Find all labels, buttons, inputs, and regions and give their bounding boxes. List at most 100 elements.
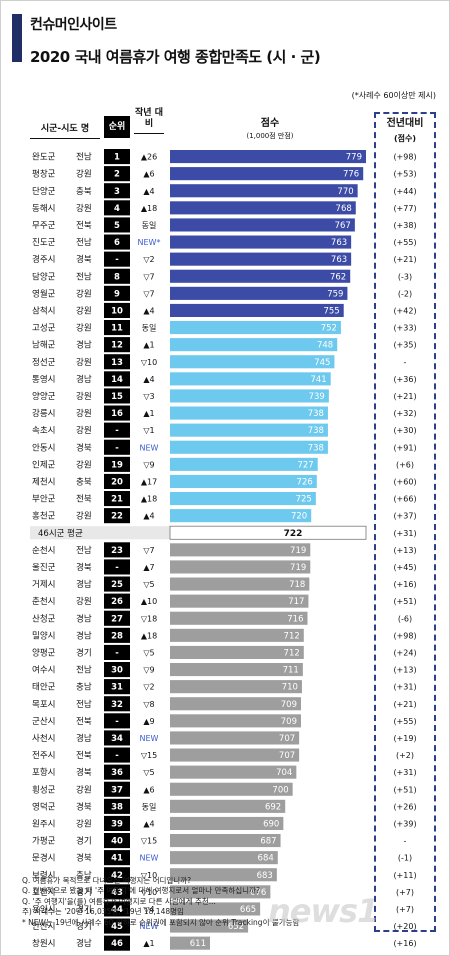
province-label: 경남	[76, 733, 92, 744]
province-label: 강원	[76, 357, 92, 368]
diff-label: (-2)	[398, 289, 412, 298]
rank-box	[104, 234, 130, 250]
diff-label: (+36)	[393, 375, 416, 384]
score-bar	[170, 389, 329, 403]
city-label: 순천시	[32, 545, 55, 556]
diff-label: (+21)	[393, 700, 416, 709]
province-label: 경남	[76, 630, 92, 641]
score-bar	[170, 372, 331, 386]
diff-label: (+24)	[393, 648, 416, 657]
rank-box	[104, 901, 130, 917]
rank-label: 42	[111, 871, 123, 881]
score-label: 762	[330, 272, 346, 282]
city-label: 진도군	[32, 237, 56, 248]
score-label: 704	[276, 768, 292, 778]
city-label: 경주시	[32, 254, 55, 265]
diff-label: (+37)	[393, 512, 416, 521]
diff-label: (+16)	[393, 939, 416, 948]
prev-change-label: ▽10	[141, 871, 157, 880]
city-label: 고성군	[32, 324, 56, 334]
score-bar	[170, 406, 328, 420]
rank-box	[104, 850, 130, 866]
score-label: 652	[228, 922, 244, 932]
rank-label: 2	[114, 170, 120, 180]
rank-box	[104, 473, 130, 489]
province-label: 전북	[76, 494, 92, 505]
header-diff: 전년대비	[386, 118, 424, 129]
score-label: 692	[265, 802, 281, 812]
rank-box	[104, 491, 130, 507]
score-bar	[170, 167, 364, 181]
score-label: 712	[284, 648, 300, 658]
rank-label: 23	[111, 546, 123, 556]
province-label: 강원	[76, 323, 92, 334]
province-label: 경북	[76, 801, 92, 812]
prev-change-label: ▽7	[143, 272, 154, 281]
score-label: 720	[291, 512, 307, 522]
rank-box	[104, 456, 130, 472]
city-label: 삼척시	[32, 305, 55, 316]
province-label: 충북	[76, 477, 92, 487]
rank-label: 28	[111, 631, 123, 641]
score-bar	[170, 252, 352, 266]
rank-label: 8	[114, 272, 120, 282]
diff-label: (+38)	[393, 221, 416, 230]
province-label: 경북	[76, 853, 92, 864]
average-row-bg	[30, 526, 190, 540]
score-label: 718	[289, 580, 305, 590]
province-label: 강원	[76, 425, 92, 436]
score-bar	[170, 799, 286, 813]
score-bar	[170, 697, 301, 711]
city-label: 제천시	[32, 476, 55, 487]
score-label: 727	[297, 460, 313, 470]
score-label: 768	[336, 204, 352, 214]
province-label: 충남	[76, 871, 92, 881]
score-bar	[170, 611, 308, 625]
province-label: 강원	[76, 203, 92, 214]
diff-label: (+35)	[393, 341, 416, 350]
city-label: 목포시	[32, 700, 55, 710]
score-bar	[170, 423, 328, 437]
city-label: 양평군	[32, 647, 56, 658]
rank-label: 11	[111, 324, 123, 334]
city-label: 안산시	[32, 921, 55, 932]
rank-label: -	[115, 255, 119, 265]
city-label: 원주시	[32, 819, 55, 829]
rank-box	[104, 439, 130, 455]
header-prev-change: 작년 대비	[134, 108, 164, 134]
prev-change-label: ▽15	[141, 751, 157, 760]
rank-box	[104, 935, 130, 951]
rank-label: 34	[111, 734, 123, 744]
prev-change-label: ▲6	[143, 170, 154, 179]
city-label: 군산시	[32, 716, 55, 727]
city-label: 정선군	[32, 357, 56, 368]
prev-change-label: ▽2	[143, 255, 154, 264]
footnotes: Q. 여름휴가 목적으로 다녀오신 여행지는 어디입니까? Q. 전반적으로 봤…	[22, 876, 442, 928]
city-label: 용인시	[32, 904, 55, 915]
province-label: 전북	[76, 220, 92, 231]
diff-label: (+55)	[393, 717, 416, 726]
rank-label: 1	[114, 153, 120, 163]
score-bar	[170, 714, 301, 728]
diff-label: (+20)	[393, 922, 416, 931]
province-label: 전남	[76, 699, 92, 710]
rank-label: 32	[111, 700, 123, 710]
city-label: 영덕군	[32, 801, 56, 812]
diff-label: (+21)	[393, 255, 416, 264]
rank-box	[104, 867, 130, 883]
province-label: 강원	[76, 511, 92, 522]
score-label: 763	[331, 255, 347, 265]
sample-note: (*사례수 60이상만 제시)	[351, 91, 436, 100]
province-label: 경남	[76, 340, 92, 351]
score-bar	[170, 218, 355, 232]
header-region: 시군-시도 명	[30, 124, 100, 139]
rank-box	[104, 679, 130, 695]
score-label: 776	[343, 170, 359, 180]
rank-label: -	[115, 426, 119, 436]
score-label: 709	[281, 717, 297, 727]
rank-label: 10	[111, 306, 123, 316]
city-label: 안동시	[32, 442, 55, 453]
rank-box	[104, 764, 130, 780]
diff-label: (+21)	[393, 392, 416, 401]
province-label: 경기	[76, 887, 92, 898]
